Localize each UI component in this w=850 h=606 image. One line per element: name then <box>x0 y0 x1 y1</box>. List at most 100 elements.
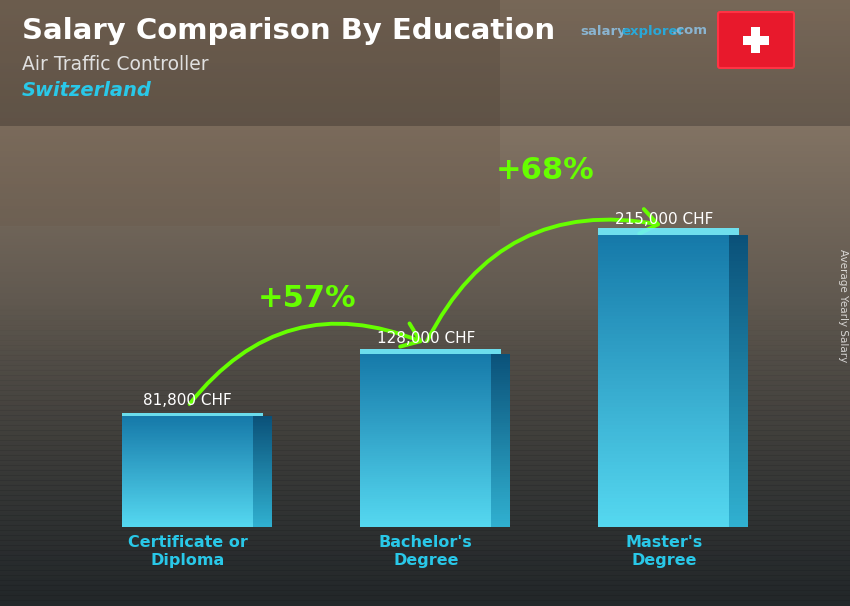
Bar <box>491 460 510 462</box>
Bar <box>0 248 850 253</box>
Bar <box>0 0 850 126</box>
Bar <box>729 250 748 254</box>
Bar <box>253 483 272 484</box>
Bar <box>0 435 850 441</box>
Bar <box>0 63 850 68</box>
Bar <box>0 0 500 226</box>
Bar <box>122 522 253 523</box>
Bar <box>253 495 272 497</box>
Bar <box>729 327 748 330</box>
Bar <box>253 473 272 474</box>
Bar <box>729 261 748 265</box>
Bar <box>751 27 761 53</box>
Bar <box>253 471 272 473</box>
Bar <box>0 533 850 538</box>
Bar <box>0 227 850 231</box>
Bar <box>0 548 850 553</box>
Bar <box>360 367 491 368</box>
Bar <box>0 269 850 274</box>
Bar <box>0 485 850 491</box>
Bar <box>0 527 850 531</box>
Bar <box>360 423 491 425</box>
Bar <box>491 430 510 431</box>
Bar <box>729 440 748 444</box>
Bar <box>122 452 253 454</box>
Bar <box>0 330 850 336</box>
Bar <box>253 426 272 427</box>
Bar <box>0 505 850 511</box>
Bar <box>253 458 272 459</box>
Bar <box>0 395 850 401</box>
Bar <box>360 386 491 388</box>
Bar <box>0 511 850 516</box>
Bar <box>122 499 253 501</box>
Bar <box>598 334 729 338</box>
Bar <box>491 386 510 388</box>
Bar <box>360 447 491 449</box>
Bar <box>253 508 272 509</box>
Bar <box>729 494 748 498</box>
Bar <box>491 353 510 356</box>
Bar <box>253 428 272 430</box>
Bar <box>0 102 850 107</box>
Bar <box>491 499 510 501</box>
Bar <box>0 360 850 366</box>
Bar <box>122 418 253 419</box>
Text: Master's
Degree: Master's Degree <box>626 535 702 568</box>
Bar <box>0 460 850 465</box>
Bar <box>491 438 510 441</box>
Bar <box>729 509 748 513</box>
Bar <box>598 410 729 414</box>
Bar <box>0 0 850 4</box>
Bar <box>598 338 729 341</box>
Bar <box>360 486 491 488</box>
Bar <box>491 384 510 386</box>
Bar <box>253 416 272 418</box>
Bar <box>729 473 748 476</box>
Text: explorer: explorer <box>621 24 684 38</box>
Bar <box>0 296 850 301</box>
Bar <box>360 430 491 431</box>
Bar <box>0 593 850 598</box>
Bar <box>729 305 748 308</box>
Bar <box>0 415 850 419</box>
Bar <box>360 378 491 379</box>
Bar <box>0 127 850 132</box>
Bar <box>253 422 272 423</box>
Bar <box>0 208 850 213</box>
Bar <box>729 341 748 345</box>
Bar <box>491 473 510 475</box>
Bar <box>491 445 510 447</box>
Bar <box>0 445 850 451</box>
Bar <box>122 495 253 497</box>
Bar <box>598 447 729 451</box>
Bar <box>598 250 729 254</box>
Bar <box>0 596 850 601</box>
Bar <box>729 428 748 433</box>
Bar <box>491 375 510 378</box>
Bar <box>729 520 748 524</box>
Bar <box>360 358 491 360</box>
Bar <box>253 445 272 447</box>
Bar <box>122 436 253 437</box>
Text: +68%: +68% <box>496 156 594 185</box>
Bar <box>253 487 272 488</box>
Bar <box>0 518 850 522</box>
Bar <box>0 602 850 606</box>
Bar <box>360 384 491 386</box>
Bar <box>253 494 272 495</box>
Bar <box>0 524 850 528</box>
Bar <box>0 145 850 150</box>
Text: Bachelor's
Degree: Bachelor's Degree <box>379 535 473 568</box>
Bar <box>491 410 510 412</box>
Bar <box>491 501 510 504</box>
Bar <box>253 512 272 513</box>
Bar <box>598 312 729 316</box>
Bar <box>122 514 253 516</box>
Bar <box>0 12 850 16</box>
Bar <box>122 431 253 433</box>
Bar <box>360 464 491 467</box>
Bar <box>360 401 491 404</box>
Bar <box>491 425 510 427</box>
Bar <box>598 491 729 494</box>
